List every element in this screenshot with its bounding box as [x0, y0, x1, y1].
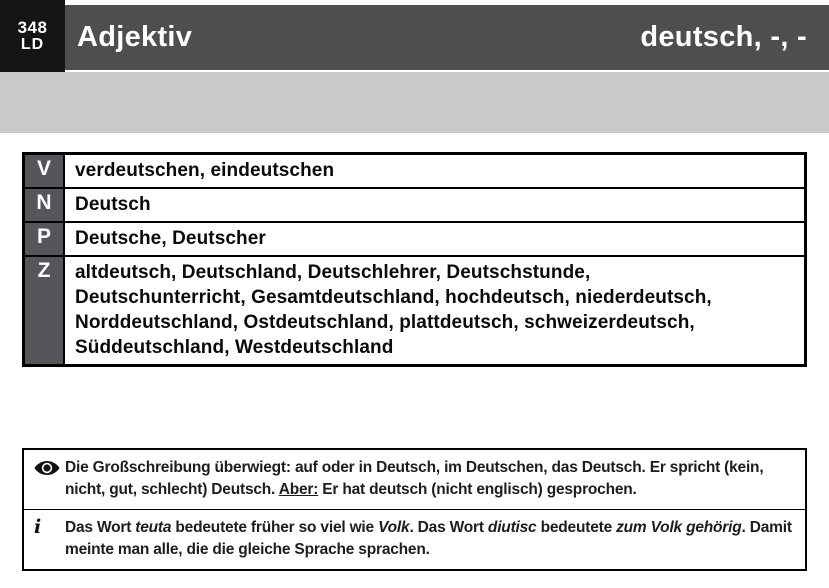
- gray-strip: [0, 72, 829, 133]
- etym-seg: . Damit meinte man alle, die die gleiche…: [65, 519, 792, 558]
- etym-italic-term: teuta: [135, 519, 172, 536]
- row-content-verb: verdeutschen, eindeutschen: [75, 160, 335, 181]
- row-label-v: V: [25, 155, 65, 187]
- row-label-n: N: [25, 189, 65, 221]
- headword: deutsch, -, -: [640, 21, 807, 53]
- etymology-note-text: Das Wort teuta bedeutete früher so viel …: [65, 517, 797, 561]
- compounds-line: Norddeutschland, Ostdeutschland, plattde…: [75, 312, 695, 333]
- etym-italic-term: diutisc: [487, 519, 537, 536]
- table-row-verb: V verdeutschen, eindeutschen: [25, 155, 804, 189]
- etym-seg: bedeutete früher so viel wie: [171, 519, 379, 536]
- etym-seg: bedeutete: [536, 519, 617, 536]
- info-icon: i: [34, 516, 42, 538]
- compounds-line: altdeutsch, Deutschland, Deutschlehrer, …: [75, 262, 591, 283]
- header-bar: Adjektiv deutsch, -, -: [65, 5, 829, 70]
- table-row-noun: N Deutsch: [25, 189, 804, 223]
- entry-number: 348: [17, 17, 48, 37]
- etym-seg: Das Wort: [65, 519, 136, 536]
- etym-seg: . Das Wort: [409, 519, 488, 536]
- eye-icon: [31, 457, 65, 501]
- row-content-person: Deutsche, Deutscher: [75, 228, 266, 249]
- table-row-person: P Deutsche, Deutscher: [25, 223, 804, 257]
- table-row-compounds: Z altdeutsch, Deutschland, Deutschlehrer…: [25, 257, 804, 364]
- row-content-noun: Deutsch: [75, 194, 151, 215]
- row-label-p: P: [25, 223, 65, 255]
- row-content-compounds: altdeutsch, Deutschland, Deutschlehrer, …: [65, 257, 804, 364]
- usage-text-part1: Die Großschreibung überwiegt: auf oder i…: [65, 459, 764, 498]
- row-label-z: Z: [25, 257, 65, 364]
- etym-italic-term: Volk: [378, 519, 410, 536]
- entry-number-badge: 348 LD: [0, 0, 65, 72]
- word-family-table: V verdeutschen, eindeutschen N Deutsch P…: [22, 152, 807, 367]
- entry-code: LD: [20, 35, 45, 53]
- compounds-line: Deutschunterricht, Gesamtdeutschland, ho…: [75, 287, 712, 308]
- compounds-line: Süddeutschland, Westdeutschland: [75, 337, 394, 358]
- notes-box: Die Großschreibung überwiegt: auf oder i…: [22, 448, 807, 571]
- usage-note: Die Großschreibung überwiegt: auf oder i…: [24, 450, 805, 509]
- usage-aber-label: Aber:: [278, 481, 319, 498]
- word-class-title: Adjektiv: [77, 21, 193, 53]
- etym-italic-term: zum Volk gehörig: [616, 519, 742, 536]
- usage-text-part2: Er hat deutsch (nicht englisch) gesproch…: [318, 481, 637, 498]
- etymology-note: i Das Wort teuta bedeutete früher so vie…: [24, 509, 805, 569]
- usage-note-text: Die Großschreibung überwiegt: auf oder i…: [65, 457, 797, 501]
